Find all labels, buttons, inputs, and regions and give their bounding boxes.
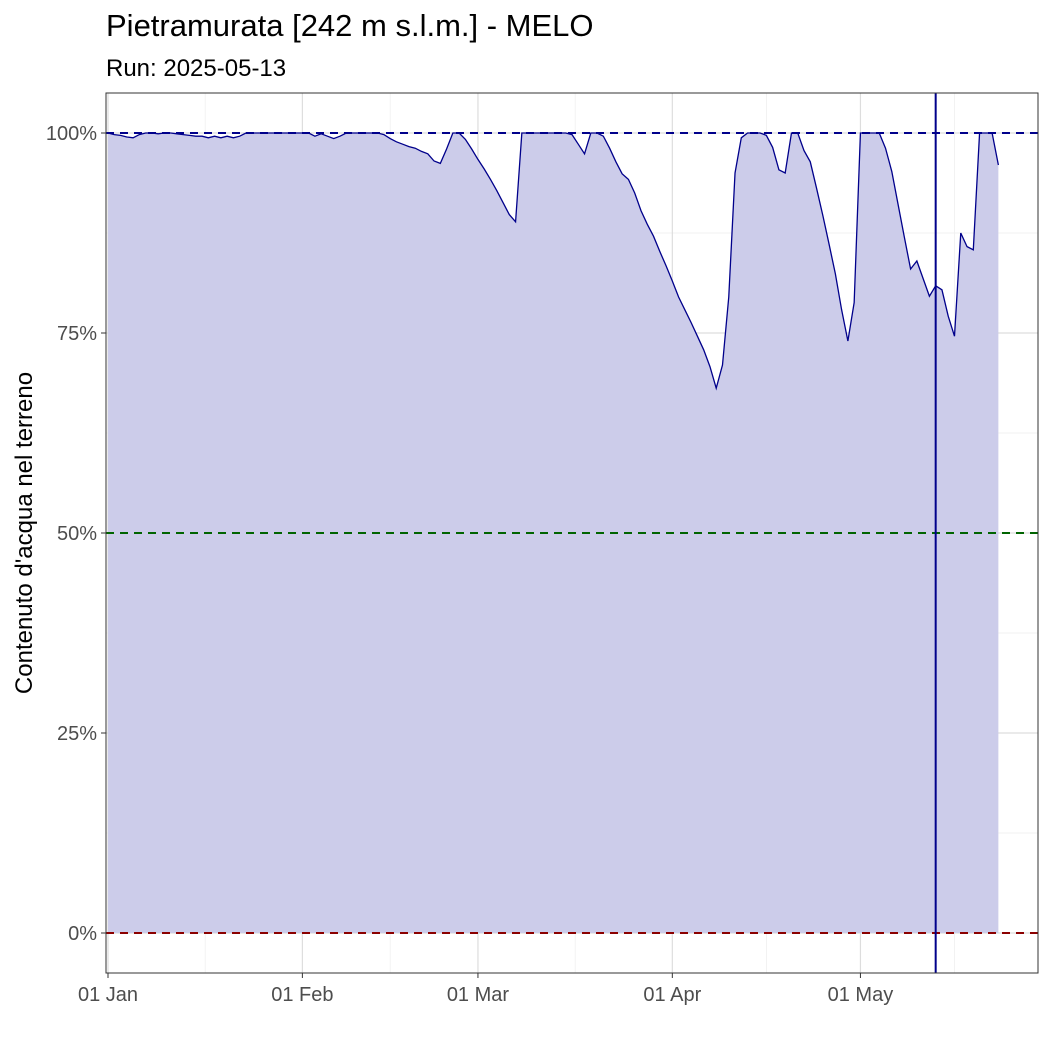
x-tick-label-1: 01 Feb bbox=[271, 984, 333, 1006]
x-tick-label-2: 01 Mar bbox=[447, 984, 510, 1006]
x-axis: 01 Jan 01 Feb 01 Mar 01 Apr 01 May bbox=[78, 973, 893, 1006]
y-tick-label-1: 25% bbox=[57, 723, 97, 745]
y-tick-label-2: 50% bbox=[57, 523, 97, 545]
soil-water-area bbox=[108, 133, 999, 933]
x-tick-label-4: 01 May bbox=[828, 984, 894, 1006]
y-tick-label-4: 100% bbox=[46, 123, 97, 145]
y-axis: 0% 25% 50% 75% 100% bbox=[46, 123, 106, 945]
y-tick-label-3: 75% bbox=[57, 323, 97, 345]
y-axis-label: Contenuto d'acqua nel terreno bbox=[11, 372, 38, 694]
x-tick-label-3: 01 Apr bbox=[643, 984, 701, 1006]
y-tick-label-0: 0% bbox=[68, 923, 97, 945]
chart-title: Pietramurata [242 m s.l.m.] - MELO bbox=[106, 8, 594, 43]
chart-subtitle: Run: 2025-05-13 bbox=[106, 55, 286, 82]
x-tick-label-0: 01 Jan bbox=[78, 984, 138, 1006]
soil-water-line bbox=[107, 132, 1000, 391]
plot-panel bbox=[105, 92, 1039, 974]
